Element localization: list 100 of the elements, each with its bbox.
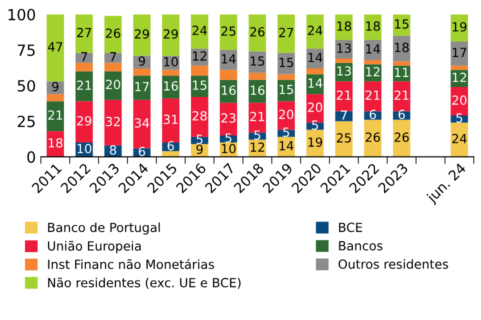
data-label: 21 xyxy=(336,90,351,100)
bar xyxy=(76,14,93,53)
data-label: 16 xyxy=(222,85,236,95)
bar xyxy=(133,76,151,100)
bar xyxy=(450,66,468,70)
legend-label: Outros residentes xyxy=(338,259,448,269)
data-label: 5 xyxy=(196,134,202,144)
bar xyxy=(104,62,122,72)
data-label: 15 xyxy=(395,19,408,29)
bar xyxy=(162,98,180,143)
data-label: 10 xyxy=(164,56,178,66)
data-label: 21 xyxy=(394,90,408,100)
bar xyxy=(335,111,353,122)
data-label: 16 xyxy=(164,81,178,91)
bar xyxy=(392,61,410,66)
bar xyxy=(248,51,266,73)
data-label: 5 xyxy=(283,128,290,137)
data-label: 47 xyxy=(48,42,62,52)
y-tick-label: 50 xyxy=(18,80,36,92)
data-label: 6 xyxy=(370,110,376,120)
bar xyxy=(248,14,266,52)
data-label: 12 xyxy=(250,142,264,152)
data-label: 25 xyxy=(336,133,351,143)
data-label: 27 xyxy=(279,28,294,38)
bar xyxy=(162,70,180,76)
data-label: 6 xyxy=(398,110,405,120)
bar xyxy=(450,41,468,66)
bar xyxy=(133,56,151,69)
data-label: 5 xyxy=(254,130,260,140)
x-tick-label: jun. 24 xyxy=(425,162,468,206)
data-label: 29 xyxy=(77,116,92,126)
bar xyxy=(306,14,324,49)
data-label: 12 xyxy=(452,72,466,82)
bar xyxy=(46,14,64,82)
data-label: 5 xyxy=(456,113,462,123)
bar xyxy=(190,66,208,76)
data-label: 7 xyxy=(340,110,347,120)
bar xyxy=(133,68,151,76)
legend-label: União Europeia xyxy=(48,240,141,254)
data-label: 20 xyxy=(106,80,120,90)
data-label: 26 xyxy=(394,132,409,142)
data-label: 21 xyxy=(250,112,264,122)
legend-label: Banco de Portugal xyxy=(48,222,160,235)
bar xyxy=(248,72,266,80)
data-label: 20 xyxy=(279,110,294,120)
data-label: 26 xyxy=(250,27,264,37)
data-label: 18 xyxy=(395,42,409,52)
bar xyxy=(335,58,353,63)
bar xyxy=(220,70,238,80)
data-label: 16 xyxy=(250,85,264,95)
data-label: 29 xyxy=(134,29,149,39)
data-label: 24 xyxy=(452,134,467,144)
bar xyxy=(278,14,295,53)
bar xyxy=(133,100,151,148)
data-label: 6 xyxy=(138,146,146,156)
data-label: 15 xyxy=(280,58,294,68)
data-label: 12 xyxy=(366,66,380,76)
data-label: 26 xyxy=(106,28,120,38)
bar xyxy=(364,81,382,112)
data-label: 10 xyxy=(222,144,236,154)
bar xyxy=(306,68,324,74)
bar xyxy=(46,94,64,102)
bar xyxy=(335,121,353,157)
data-label: 23 xyxy=(221,113,236,123)
data-label: 29 xyxy=(164,29,178,39)
bar xyxy=(104,100,122,146)
data-label: 21 xyxy=(366,90,380,100)
data-label: 11 xyxy=(395,68,408,77)
bar xyxy=(364,111,382,120)
bar xyxy=(364,64,382,82)
y-tick-label: 75 xyxy=(18,44,35,56)
y-tick-label: 0 xyxy=(27,151,36,163)
bar xyxy=(364,120,382,157)
legend-label: Bancos xyxy=(339,241,382,250)
data-label: 20 xyxy=(308,102,322,112)
data-label: 10 xyxy=(78,144,92,154)
data-label: 21 xyxy=(77,80,91,90)
bar xyxy=(450,122,468,157)
data-label: 15 xyxy=(280,84,294,94)
data-label: 8 xyxy=(110,145,116,155)
bar xyxy=(392,14,410,36)
bar xyxy=(162,14,180,56)
data-label: 24 xyxy=(192,26,207,35)
y-tick-label: 25 xyxy=(18,116,35,128)
bar xyxy=(392,81,410,112)
data-label: 14 xyxy=(308,78,322,88)
y-tick-label: 100 xyxy=(8,8,36,20)
data-label: 31 xyxy=(164,114,178,124)
data-label: 19 xyxy=(308,137,322,147)
bar xyxy=(335,81,353,112)
bar xyxy=(76,62,93,72)
data-label: 14 xyxy=(308,52,322,62)
data-label: 14 xyxy=(280,141,294,150)
data-label: 14 xyxy=(366,44,380,54)
bar xyxy=(220,14,238,50)
data-label: 5 xyxy=(225,133,232,143)
data-label: 7 xyxy=(81,52,88,62)
data-label: 12 xyxy=(193,51,206,61)
data-label: 27 xyxy=(77,28,92,38)
data-label: 32 xyxy=(106,116,120,126)
